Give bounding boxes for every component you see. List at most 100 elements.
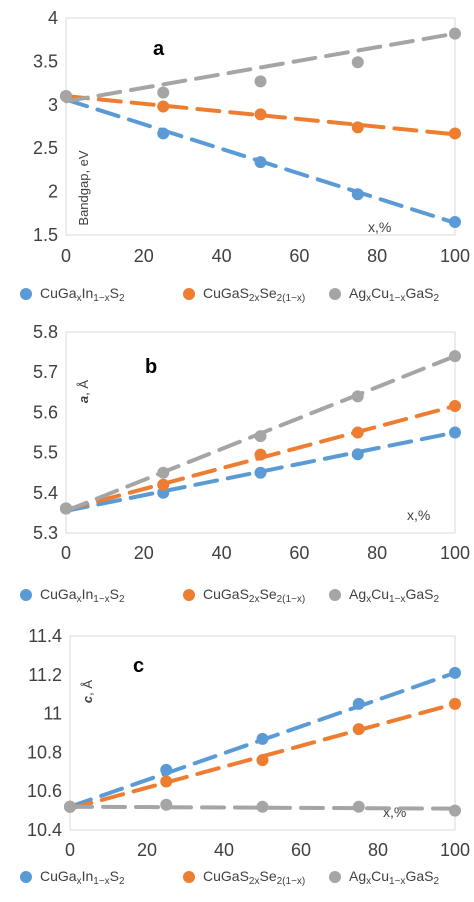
legend-marker-orange — [183, 589, 195, 601]
y-tick-label: 5.6 — [33, 402, 58, 422]
x-tick-label: 40 — [212, 246, 232, 266]
legend-panel-a: CuGaxIn1−xS2 CuGaS2xSe2(1−x) AgxCu1−xGaS2 — [20, 285, 439, 304]
x-tick-label: 80 — [367, 543, 387, 563]
legend-entry-gray: AgxCu1−xGaS2 — [349, 586, 439, 605]
panel-b: 5.3 5.4 5.5 5.6 5.7 5.8 0 20 40 60 80 100 b a, Å x,% — [33, 322, 470, 563]
x-tick-label: 40 — [212, 543, 232, 563]
x-tick-label: 80 — [367, 246, 387, 266]
plot-area — [65, 17, 456, 236]
x-tick-label: 0 — [61, 543, 71, 563]
data-point-gray — [351, 56, 364, 69]
legend-entry-orange: CuGaS2xSe2(1−x) — [203, 868, 305, 887]
y-tick-label: 10.4 — [27, 820, 62, 840]
data-point-orange — [352, 723, 365, 736]
x-tick-label: 20 — [134, 246, 154, 266]
legend-marker-orange — [183, 288, 195, 300]
data-point-blue — [256, 732, 269, 745]
y-tick-label: 3 — [48, 95, 58, 115]
y-tick-label: 11.4 — [28, 626, 62, 646]
panel-letter: b — [145, 356, 157, 378]
y-tick-label: 5.4 — [33, 483, 58, 503]
x-tick-label: 60 — [289, 246, 309, 266]
data-point-blue — [351, 448, 364, 461]
legend-entry-orange: CuGaS2xSe2(1−x) — [203, 586, 305, 605]
data-point-orange — [157, 478, 170, 491]
data-point-orange — [256, 754, 269, 767]
panel-letter: c — [133, 655, 144, 677]
data-point-gray — [157, 466, 170, 479]
data-point-gray — [64, 800, 76, 813]
x-unit-label: x,% — [407, 507, 430, 523]
y-tick-label: 4 — [48, 8, 58, 28]
legend-marker-blue — [20, 589, 32, 601]
data-point-blue — [352, 697, 365, 710]
y-tick-label: 11.2 — [28, 665, 62, 685]
data-point-blue — [449, 666, 461, 679]
data-point-gray — [60, 502, 72, 515]
data-point-gray — [352, 800, 365, 813]
legend-entry-blue: CuGaxIn1−xS2 — [40, 868, 125, 887]
x-tick-label: 60 — [291, 840, 311, 860]
y-tick-label: 10.8 — [27, 742, 62, 762]
legend-marker-gray — [329, 589, 341, 601]
x-tick-label: 40 — [214, 840, 234, 860]
legend-panel-c: CuGaxIn1−xS2 CuGaS2xSe2(1−x) AgxCu1−xGaS2 — [20, 868, 439, 887]
trend-line-gray — [64, 31, 457, 104]
data-point-orange — [449, 127, 461, 140]
x-tick-label: 0 — [61, 246, 71, 266]
data-point-orange — [351, 121, 364, 134]
data-point-orange — [449, 399, 461, 412]
legend-marker-orange — [183, 871, 195, 883]
data-point-orange — [254, 108, 267, 121]
y-tick-label: 2 — [48, 182, 58, 202]
data-point-orange — [351, 426, 364, 439]
legend-marker-blue — [20, 871, 32, 883]
legend-entry-gray: AgxCu1−xGaS2 — [349, 868, 439, 887]
data-point-blue — [160, 763, 173, 776]
y-axis-label: c, Å — [80, 680, 95, 703]
y-tick-label: 5.7 — [33, 362, 58, 382]
data-point-gray — [449, 27, 461, 40]
data-point-blue — [254, 466, 267, 479]
y-axis-label: Bandgap, eV — [76, 150, 91, 226]
x-unit-label: x,% — [368, 219, 391, 235]
data-point-gray — [449, 804, 461, 817]
legend-marker-blue — [20, 288, 32, 300]
data-point-orange — [157, 100, 170, 113]
data-point-gray — [157, 86, 170, 99]
legend-entry-blue: CuGaxIn1−xS2 — [40, 285, 125, 304]
data-point-blue — [449, 426, 461, 439]
x-tick-label: 100 — [440, 246, 470, 266]
y-tick-label: 10.6 — [27, 781, 62, 801]
x-tick-label: 20 — [137, 840, 157, 860]
x-tick-label: 60 — [289, 543, 309, 563]
legend-marker-gray — [329, 288, 341, 300]
y-tick-label: 2.5 — [33, 138, 58, 158]
legend-marker-gray — [329, 871, 341, 883]
trend-line-gray — [68, 804, 457, 811]
y-tick-label: 5.5 — [33, 443, 58, 463]
y-tick-label: 5.8 — [33, 322, 58, 342]
data-point-blue — [254, 156, 267, 169]
y-tick-label: 5.3 — [33, 523, 58, 543]
y-tick-label: 1.5 — [33, 225, 58, 245]
data-point-gray — [256, 800, 269, 813]
data-point-blue — [351, 188, 364, 201]
data-point-orange — [160, 775, 173, 788]
x-tick-label: 0 — [65, 840, 75, 860]
y-axis-label: a, Å — [76, 380, 91, 403]
data-point-orange — [254, 448, 267, 461]
x-tick-label: 80 — [368, 840, 388, 860]
legend-entry-orange: CuGaS2xSe2(1−x) — [203, 285, 305, 304]
y-tick-label: 11 — [43, 704, 62, 724]
x-tick-label: 100 — [440, 543, 470, 563]
data-point-gray — [449, 350, 461, 363]
legend-entry-gray: AgxCu1−xGaS2 — [349, 285, 439, 304]
trend-line-orange — [64, 94, 457, 137]
data-point-gray — [254, 430, 267, 443]
data-point-gray — [254, 75, 267, 88]
data-point-blue — [449, 215, 461, 228]
data-point-gray — [60, 90, 72, 103]
